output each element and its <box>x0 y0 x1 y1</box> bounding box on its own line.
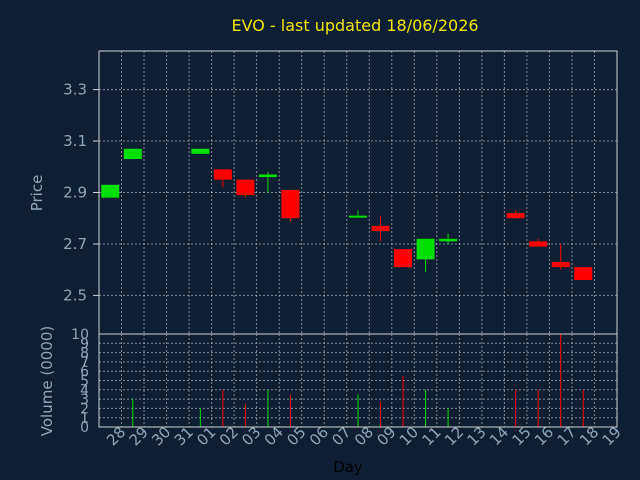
candle-body <box>213 169 232 180</box>
volume-tick-label: 3 <box>80 392 89 408</box>
volume-tick-label: 2 <box>80 401 89 417</box>
candle-body <box>281 189 300 219</box>
candle-body <box>506 213 525 219</box>
volume-axis-label: Volume (0000) <box>38 326 56 436</box>
candles <box>101 148 593 280</box>
chart-title: EVO - last updated 18/06/2026 <box>231 16 478 35</box>
candle-body <box>394 249 413 268</box>
price-tick-label: 3.1 <box>63 132 87 150</box>
price-tick-label: 2.5 <box>63 286 87 304</box>
price-grid <box>93 51 618 334</box>
candle-body <box>236 179 255 196</box>
candle-body <box>551 261 570 268</box>
volume-tick-label: 4 <box>80 383 89 399</box>
price-axis-label: Price <box>28 175 46 212</box>
volume-tick-label: 9 <box>80 336 89 352</box>
candle-body <box>574 267 593 280</box>
price-tick-label: 3.3 <box>63 81 87 99</box>
candle-body <box>349 215 367 218</box>
volume-tick-label: 8 <box>80 346 89 362</box>
volume-tick-label: 5 <box>80 374 89 390</box>
price-tick-label: 2.9 <box>63 184 87 202</box>
volume-tick-label: 6 <box>80 364 89 380</box>
volume-tick-label: 10 <box>71 327 89 343</box>
candle-body <box>439 238 458 242</box>
volume-panel-frame <box>98 333 618 428</box>
volume-tick-label: 0 <box>80 420 89 436</box>
candle-body <box>416 238 435 260</box>
candle-body <box>123 148 142 160</box>
x-axis-label: Day <box>333 458 363 476</box>
volume-tick-label: 7 <box>80 355 89 371</box>
price-tick-label: 2.7 <box>63 235 87 253</box>
volume-tick-label: 1 <box>80 411 89 427</box>
price-tick-labels: 2.5 2.7 2.9 3.1 3.3 <box>63 81 87 305</box>
candle-body <box>258 174 277 178</box>
candle-body <box>371 225 390 232</box>
candle-body <box>191 148 210 154</box>
volume-bars <box>132 334 584 427</box>
candle-body <box>101 184 120 198</box>
candle-body <box>529 241 548 247</box>
